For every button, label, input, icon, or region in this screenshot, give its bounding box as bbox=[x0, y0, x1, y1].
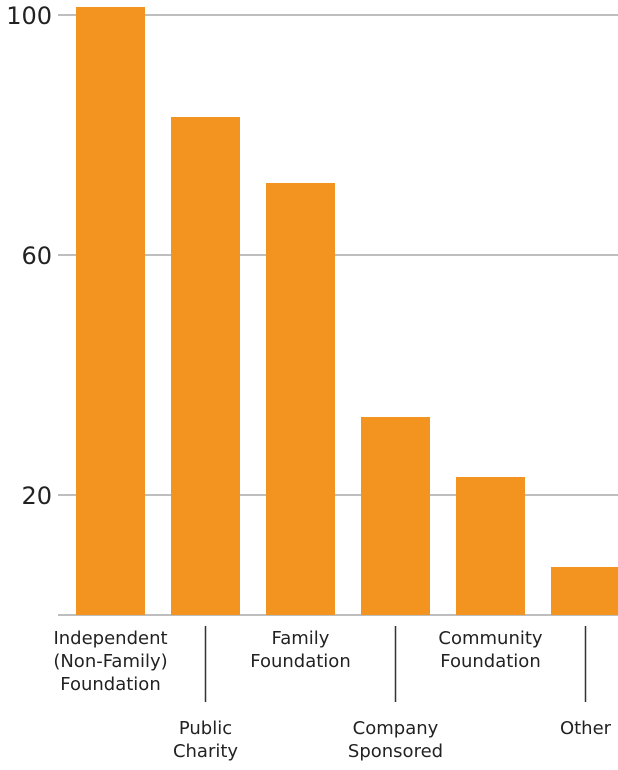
category-label-line: Charity bbox=[173, 741, 238, 762]
bar-4 bbox=[361, 417, 430, 615]
bar-2 bbox=[171, 117, 240, 615]
category-label-6: Other bbox=[560, 718, 612, 739]
category-label-line: Family bbox=[272, 628, 330, 649]
category-label-line: Other bbox=[560, 718, 612, 739]
category-label-line: Foundation bbox=[440, 651, 540, 672]
bar-6 bbox=[551, 567, 618, 615]
category-label-line: Sponsored bbox=[348, 741, 443, 762]
y-tick-label-60: 60 bbox=[21, 242, 52, 270]
y-tick-label-100: 100 bbox=[6, 2, 52, 30]
category-label-line: Foundation bbox=[60, 674, 160, 695]
category-label-line: Company bbox=[353, 718, 439, 739]
bar-1 bbox=[76, 7, 145, 615]
bars bbox=[76, 7, 618, 615]
category-label-line: (Non-Family) bbox=[53, 651, 167, 672]
category-label-1: Independent(Non-Family)Foundation bbox=[53, 628, 167, 695]
bar-5 bbox=[456, 477, 525, 615]
category-label-line: Community bbox=[438, 628, 543, 649]
category-label-line: Foundation bbox=[250, 651, 350, 672]
y-tick-label-20: 20 bbox=[21, 482, 52, 510]
x-axis-category-labels: Independent(Non-Family)FoundationPublicC… bbox=[53, 626, 612, 762]
category-label-line: Independent bbox=[53, 628, 167, 649]
bar-3 bbox=[266, 183, 335, 615]
y-axis-tick-labels: 20 60 100 bbox=[6, 2, 52, 510]
category-label-line: Public bbox=[179, 718, 232, 739]
